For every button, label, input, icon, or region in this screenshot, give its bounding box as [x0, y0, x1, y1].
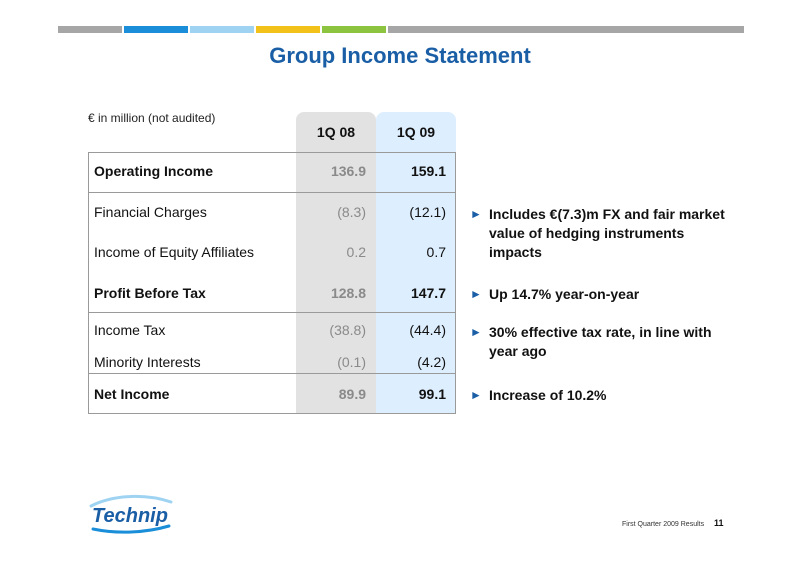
units-note: € in million (not audited) — [88, 111, 216, 125]
bar-segment — [256, 26, 320, 33]
row-label: Profit Before Tax — [94, 285, 206, 301]
row-label: Net Income — [94, 386, 170, 402]
value-1q08: 89.9 — [338, 386, 366, 402]
table-row: Operating Income 136.9 159.1 — [88, 163, 456, 183]
value-1q08: 128.8 — [330, 285, 366, 301]
top-color-bar — [58, 26, 744, 33]
column-shade-1q09 — [376, 152, 456, 414]
value-1q09: 99.1 — [418, 386, 446, 402]
table-row: Minority Interests (0.1) (4.2) — [88, 354, 456, 374]
row-label: Income Tax — [94, 322, 166, 338]
column-header-1q09: 1Q 09 — [376, 112, 456, 152]
arrow-right-icon: ► — [470, 388, 482, 402]
table-divider — [88, 312, 456, 313]
row-label: Operating Income — [94, 163, 214, 179]
table-divider — [88, 373, 456, 374]
bullet-text: 30% effective tax rate, in line with yea… — [489, 324, 712, 359]
table-row: Income Tax (38.8) (44.4) — [88, 322, 456, 342]
bullet-text: Up 14.7% year-on-year — [489, 286, 640, 302]
row-label: Income of Equity Affiliates — [94, 244, 255, 260]
bullet-fx-impact: ► Includes €(7.3)m FX and fair market va… — [470, 205, 730, 262]
table-row: Income of Equity Affiliates 0.2 0.7 — [88, 244, 456, 264]
technip-logo: Technip — [89, 494, 173, 534]
value-1q09: 0.7 — [426, 244, 446, 260]
table-row: Financial Charges (8.3) (12.1) — [88, 204, 456, 224]
bullet-tax-rate: ► 30% effective tax rate, in line with y… — [470, 323, 730, 361]
arrow-right-icon: ► — [470, 207, 482, 221]
income-table — [88, 152, 456, 414]
page-number: 11 — [714, 518, 724, 528]
page-title: Group Income Statement — [269, 43, 531, 68]
table-row: Profit Before Tax 128.8 147.7 — [88, 285, 456, 305]
logo-wordmark: Technip — [92, 505, 168, 527]
column-shade-1q08 — [296, 152, 376, 414]
value-1q09: (44.4) — [409, 322, 446, 338]
bar-segment — [124, 26, 188, 33]
value-1q09: 159.1 — [410, 163, 446, 179]
value-1q08: (0.1) — [337, 354, 366, 370]
bar-segment — [388, 26, 744, 33]
value-1q09: (4.2) — [417, 354, 446, 370]
row-label: Financial Charges — [94, 204, 207, 220]
footer-text: First Quarter 2009 Results — [622, 521, 705, 528]
bar-segment — [58, 26, 122, 33]
value-1q08: (38.8) — [329, 322, 366, 338]
bullet-pbt-growth: ► Up 14.7% year-on-year — [470, 285, 730, 304]
bullet-text: Includes €(7.3)m FX and fair market valu… — [489, 206, 725, 260]
arrow-right-icon: ► — [470, 325, 482, 339]
value-1q08: (8.3) — [337, 204, 366, 220]
row-label: Minority Interests — [94, 354, 201, 370]
value-1q09: (12.1) — [409, 204, 446, 220]
value-1q08: 0.2 — [346, 244, 366, 260]
bar-segment — [322, 26, 386, 33]
value-1q09: 147.7 — [410, 285, 446, 301]
arrow-right-icon: ► — [470, 287, 482, 301]
bullet-text: Increase of 10.2% — [489, 387, 607, 403]
column-header-1q08: 1Q 08 — [296, 112, 376, 152]
bullet-net-income: ► Increase of 10.2% — [470, 386, 730, 405]
bar-segment — [190, 26, 254, 33]
table-divider — [88, 192, 456, 193]
table-row: Net Income 89.9 99.1 — [88, 386, 456, 406]
value-1q08: 136.9 — [330, 163, 366, 179]
